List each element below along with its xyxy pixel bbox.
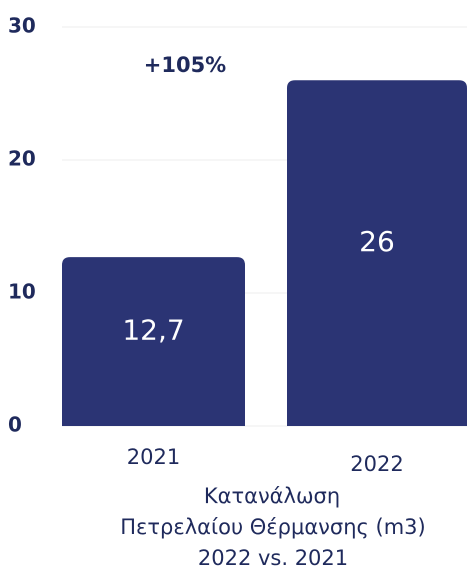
annotation: +105% xyxy=(144,53,226,77)
value-label: 26 xyxy=(359,225,395,258)
value-label: 12,7 xyxy=(122,314,184,347)
bar xyxy=(287,80,467,426)
y-tick-label: 0 xyxy=(8,413,22,437)
bar xyxy=(62,257,245,426)
y-tick-label: 10 xyxy=(8,280,36,304)
y-tick-label: 20 xyxy=(8,147,36,171)
x-tick-label: 2021 xyxy=(127,445,180,469)
x-axis-title: Πετρελαίου Θέρμανσης (m3) xyxy=(120,515,425,539)
x-axis-title: Κατανάλωση xyxy=(204,484,340,508)
y-tick-label: 30 xyxy=(8,14,36,38)
x-axis-title: 2022 vs. 2021 xyxy=(198,546,348,570)
x-tick-label: 2022 xyxy=(350,452,403,476)
